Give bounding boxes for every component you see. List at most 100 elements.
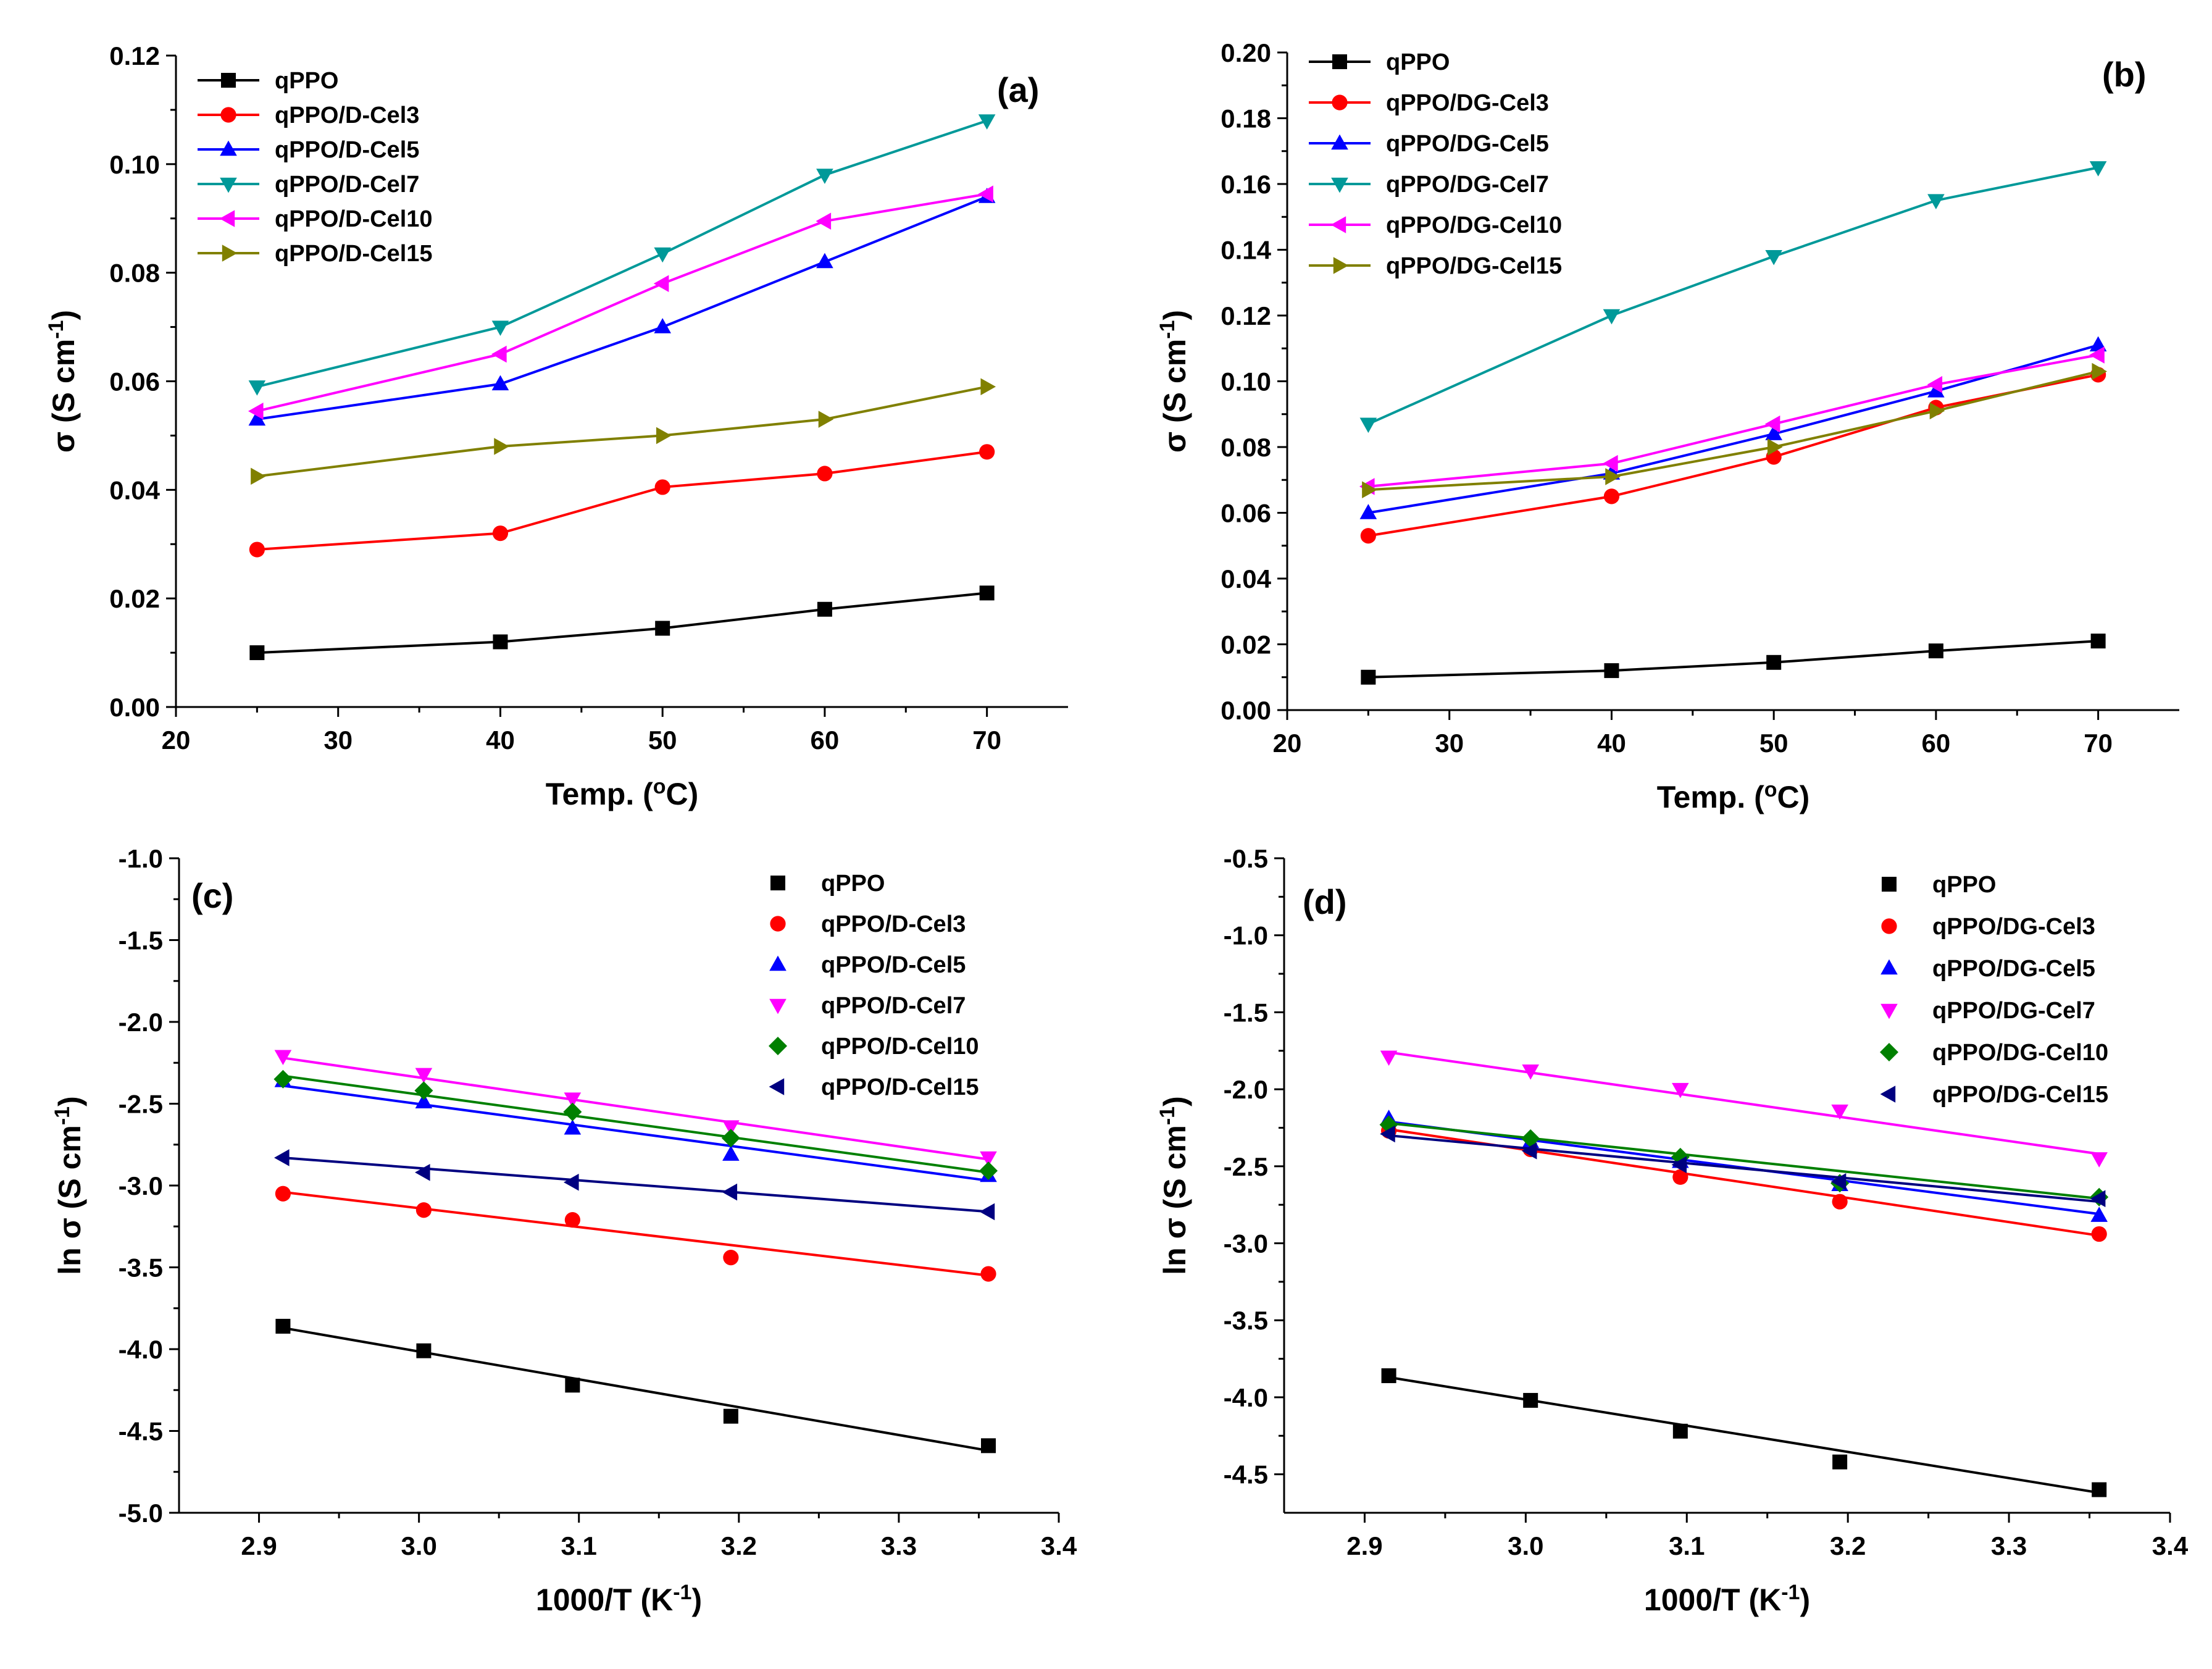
y-tick-label: 0.04 <box>1221 564 1271 593</box>
y-tick-label: -4.5 <box>1224 1460 1268 1489</box>
fit-line <box>1388 1121 2100 1200</box>
panel-b-chart: 20 30 40 50 60 70 0.00 0.02 0.04 0.06 0.08 0.10 0.12… <box>1156 38 2179 814</box>
legend-marker <box>769 955 787 971</box>
data-point <box>817 466 833 482</box>
data-point <box>1361 669 1376 685</box>
legend-marker <box>222 245 238 262</box>
legend-marker <box>1881 918 1897 934</box>
y-tick-label: -3.0 <box>1224 1229 1268 1258</box>
series-qPPO <box>1361 634 2106 685</box>
data-point <box>2092 1482 2107 1497</box>
data-point <box>1929 402 1945 420</box>
data-point <box>274 1050 292 1066</box>
series-qPPO <box>1381 1368 2107 1497</box>
data-point <box>817 601 832 617</box>
series-qPPO/D-Cel3 <box>275 1186 996 1282</box>
data-point <box>416 1343 432 1358</box>
data-point <box>249 542 265 558</box>
data-point <box>248 410 266 426</box>
data-point <box>722 1183 738 1201</box>
data-point <box>1362 481 1377 499</box>
data-point <box>565 1378 580 1393</box>
legend-label: qPPO/D-Cel15 <box>821 1074 979 1100</box>
series-qPPO/D-Cel10 <box>248 185 993 420</box>
panel-d-chart: 2.9 3.0 3.1 3.2 3.3 3.4 -4.5 -4.0 -3.5 -3.0 -2.5 -2… <box>1156 844 2189 1617</box>
data-point <box>1927 376 1943 393</box>
data-point <box>978 114 996 130</box>
data-point <box>248 380 266 396</box>
legend-label: qPPO/DG-Cel3 <box>1386 90 1549 116</box>
series-qPPO/DG-Cel10 <box>1359 346 2105 495</box>
legend-label: qPPO/DG-Cel3 <box>1932 914 2095 940</box>
legend-marker <box>769 1037 787 1055</box>
data-point <box>415 1068 433 1084</box>
x-axis-title: 1000/T (K-1) <box>1644 1581 1810 1617</box>
data-point <box>979 1203 995 1221</box>
data-point <box>1380 1050 1398 1066</box>
legend-marker <box>1880 959 1898 975</box>
legend-marker <box>1330 216 1346 233</box>
series-qPPO/DG-Cel5 <box>1359 336 2107 519</box>
data-point <box>1603 488 1620 504</box>
y-tick-label: -2.0 <box>119 1008 163 1037</box>
legend-marker <box>220 177 237 193</box>
x-tick-label: 70 <box>972 726 1001 755</box>
data-point <box>564 1092 582 1108</box>
y-tick-label: 0.06 <box>1221 499 1271 528</box>
legend-label: qPPO/D-Cel10 <box>275 206 433 232</box>
data-point <box>564 1212 580 1228</box>
y-tick-label: 0.12 <box>109 41 160 70</box>
data-point <box>2091 1226 2107 1242</box>
data-point <box>2090 634 2106 649</box>
y-tick-label: 0.00 <box>109 693 160 722</box>
fit-line <box>283 1084 989 1182</box>
legend-label: qPPO <box>275 68 338 94</box>
data-point <box>980 378 996 396</box>
x-tick-label: 3.0 <box>1508 1531 1543 1560</box>
series-qPPO/D-Cel10 <box>273 1069 998 1181</box>
x-tick-label: 3.4 <box>1041 1531 1077 1560</box>
legend-marker <box>220 140 237 156</box>
data-point <box>1927 382 1945 398</box>
x-tick-label: 40 <box>486 726 515 755</box>
x-tick-label: 20 <box>162 726 191 755</box>
data-point <box>415 1164 430 1181</box>
y-tick-label: 0.16 <box>1221 170 1271 199</box>
series-qPPO/DG-Cel3 <box>1380 1123 2107 1242</box>
data-point <box>980 1151 997 1167</box>
x-tick-label: 3.2 <box>1830 1531 1866 1560</box>
y-tick-label: 0.02 <box>109 584 160 613</box>
legend-marker <box>1332 94 1348 111</box>
legend-label: qPPO <box>1932 872 1996 898</box>
data-point <box>1523 1392 1538 1408</box>
data-point <box>816 253 833 269</box>
data-point <box>1765 425 1782 440</box>
x-tick-label: 2.9 <box>1346 1531 1382 1560</box>
legend-label: qPPO/D-Cel7 <box>821 993 966 1019</box>
legend-label: qPPO/DG-Cel7 <box>1386 172 1549 198</box>
x-tick-label: 40 <box>1597 729 1626 758</box>
legend-marker <box>1880 1085 1896 1103</box>
series-line <box>1368 370 2099 491</box>
data-point <box>1522 1064 1539 1080</box>
data-point <box>979 1161 998 1181</box>
data-point <box>723 1408 738 1424</box>
data-point <box>2090 1207 2108 1222</box>
data-point <box>494 438 509 455</box>
legend-label: qPPO/DG-Cel10 <box>1932 1040 2108 1066</box>
y-tick-label: -3.5 <box>119 1253 163 1282</box>
y-tick-label: -0.5 <box>1224 844 1268 873</box>
data-point <box>274 1149 290 1166</box>
data-point <box>1360 528 1376 544</box>
data-point <box>491 375 509 391</box>
x-tick-label: 3.4 <box>2152 1531 2189 1560</box>
data-point <box>1928 643 1943 659</box>
x-axis-title: Temp. (oC) <box>546 775 699 811</box>
x-axis-title: 1000/T (K-1) <box>536 1581 702 1617</box>
data-point <box>275 1318 291 1334</box>
data-point <box>415 1093 433 1109</box>
series-qPPO/D-Cel5 <box>248 188 996 426</box>
y-tick-label: -2.0 <box>1224 1075 1268 1104</box>
data-point <box>980 1266 996 1282</box>
data-point <box>2092 362 2108 380</box>
